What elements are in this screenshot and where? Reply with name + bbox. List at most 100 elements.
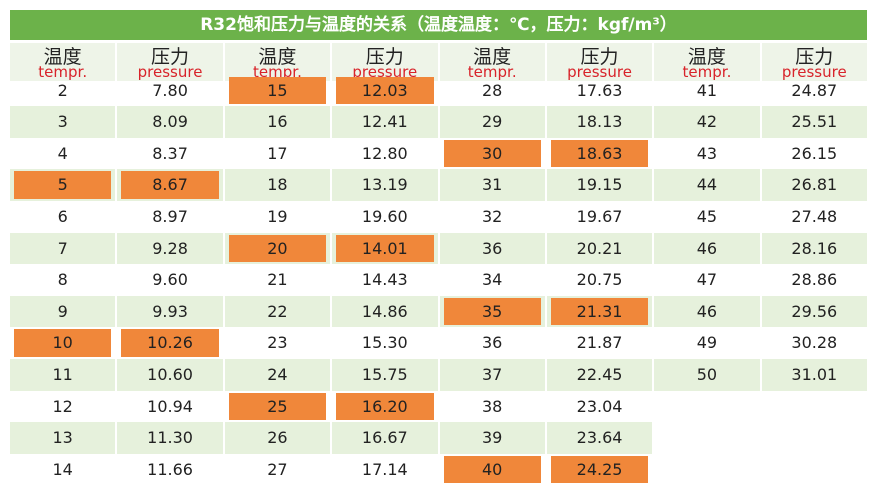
cell-value: 22 [267,301,288,321]
table-cell: 17.63 [547,75,652,107]
cell-value: 23 [267,333,288,353]
header-label: 温度 [258,46,297,68]
table-cell: 18 [224,169,331,201]
cell-value: 6 [57,206,68,226]
table-cell: 18.13 [546,106,653,138]
cell-value: 31.01 [791,364,838,384]
cell-value: 44 [696,175,718,195]
table-cell: 8.67 [117,169,223,201]
table-cell: 47 [654,264,759,296]
header-cell: 温度 tempr. [439,43,545,81]
cell-value: 39 [482,428,503,448]
table-cell: 10.94 [117,391,222,423]
header-sublabel: tempr. [682,63,732,81]
cell-value: 11 [52,364,73,384]
cell-value: 16.67 [361,428,408,448]
cell-value: 9.93 [152,301,188,321]
cell-value: 19.67 [576,206,623,226]
table-cell: 24.87 [762,75,867,107]
table-cell: 24.25 [547,454,652,486]
header-cell: 温度 tempr. [224,43,331,81]
highlighted-value: 16.20 [336,392,434,421]
table-cell: 10 [10,327,115,359]
table-cell: 50 [654,358,760,391]
table-cell: 14.01 [332,232,438,265]
cell-value: 31 [482,175,503,195]
table-cell: 28.16 [761,232,867,265]
table-cell: 29.56 [761,295,867,328]
header-sublabel: tempr. [467,63,517,81]
table-cell: 42 [654,106,760,138]
cell-value: 32 [482,206,503,226]
table-cell [762,454,867,486]
table-cell: 12 [10,391,115,423]
header-sublabel: pressure [137,63,203,81]
table-cell: 38 [440,391,545,423]
cell-value: 15.75 [361,364,408,384]
cell-value: 9 [57,301,68,321]
table-title: R32饱和压力与温度的关系（温度温度：℃，压力：kgf/m³） [10,10,867,40]
table-cell: 25.51 [761,106,867,138]
header-cell: 温度 tempr. [10,43,116,81]
cell-value: 14.86 [361,301,408,321]
table-cell: 14.43 [332,264,437,296]
table-cell: 8.37 [117,138,222,170]
table-cell: 27.48 [762,201,867,233]
header-cell: 压力 pressure [117,43,223,81]
table-cell: 21.87 [547,327,652,359]
table-cell: 28 [440,75,545,107]
cell-value: 46 [696,301,718,321]
header-sublabel: tempr. [253,63,302,81]
cell-value: 9.60 [152,270,188,290]
table-cell: 46 [654,295,760,328]
cell-value: 24.87 [791,80,838,100]
cell-value: 14 [52,459,73,479]
table-cell: 16.67 [332,422,438,454]
cell-value: 12.80 [361,143,408,163]
table-cell: 14 [10,454,115,486]
cell-value: 26.15 [791,143,838,163]
cell-value: 30.28 [791,333,838,353]
table-cell: 29 [439,106,545,138]
cell-value: 28 [482,80,503,100]
table-cell: 12.03 [332,75,437,107]
highlighted-value: 40 [443,455,541,484]
highlighted-value: 10.26 [121,329,219,357]
cell-value: 13.19 [361,175,408,195]
header-label: 温度 [43,46,82,68]
table-cell: 19.60 [332,201,437,233]
cell-value: 14.43 [361,270,408,290]
cell-value: 7.80 [152,80,188,100]
table-cell: 8 [10,264,115,296]
table-cell: 16.20 [332,391,437,423]
table-cell: 9.60 [117,264,222,296]
table-cell: 26.15 [762,138,867,170]
table-cell: 17 [225,138,330,170]
cell-value: 36 [482,333,503,353]
table-cell: 21.31 [546,295,653,328]
highlighted-value: 5 [14,171,112,199]
cell-value: 10.94 [147,396,193,416]
highlighted-value: 35 [443,297,541,326]
table-cell [762,391,867,423]
header-cell: 压力 pressure [332,43,438,81]
cell-value: 13 [52,428,73,448]
cell-value: 19 [267,206,288,226]
cell-value: 50 [696,364,718,384]
header-label: 温度 [687,46,726,68]
cell-value: 8 [57,270,68,290]
cell-value: 21.87 [576,333,623,353]
cell-value: 12.41 [361,112,408,132]
header-cell: 温度 tempr. [654,43,760,81]
highlighted-value: 14.01 [336,234,434,263]
cell-value: 17 [267,143,288,163]
table: 温度 tempr. 压力 pressure 温度 tempr. 压力 pressure 温度 te… [10,43,867,485]
cell-value: 27 [267,459,288,479]
cell-value: 20.75 [576,270,623,290]
cell-value: 36 [482,238,503,258]
header-sublabel: pressure [781,63,847,81]
table-cell: 17.14 [332,454,437,486]
highlighted-value: 24.25 [550,455,649,484]
cell-value: 2 [57,80,68,100]
cell-value: 27.48 [791,206,838,226]
